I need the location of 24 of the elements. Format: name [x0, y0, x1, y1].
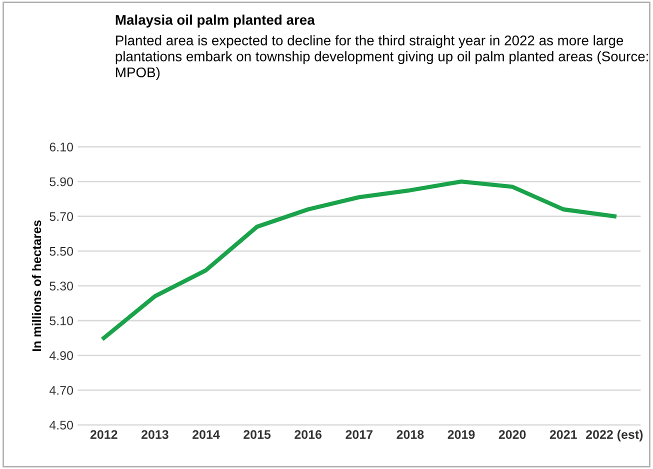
x-tick-label: 2020	[498, 430, 526, 439]
y-axis-title: In millions of hectares	[32, 220, 42, 352]
x-tick-label: 2019	[448, 430, 475, 439]
y-tick-label: 4.70	[49, 386, 74, 395]
y-tick-label: 5.70	[50, 212, 74, 221]
x-tick-label: 2015	[244, 430, 271, 439]
x-tick-label: 2014	[192, 430, 220, 439]
y-tick-label: 4.90	[49, 351, 74, 360]
x-tick-label: 2013	[141, 430, 168, 439]
x-tick-label: 2018	[396, 430, 424, 439]
x-tick-label: 2016	[294, 430, 322, 439]
x-tick-label: 2017	[346, 430, 373, 439]
y-tick-label: 6.10	[50, 142, 74, 152]
y-tick-label: 4.50	[49, 420, 74, 430]
chart-subtitle: Planted area is expected to decline for the third straight year in 2022 as more large plantations embark on township development giving up oil palm planted areas (Source: MPOB)	[116, 35, 648, 80]
y-tick-label: 5.50	[50, 246, 74, 256]
line-series	[102, 179, 616, 340]
x-tick-label: 2022 (est)	[586, 430, 643, 442]
x-tick-label: 2021	[550, 430, 577, 439]
x-tick-label: 2012	[90, 430, 118, 439]
y-tick-label: 5.30	[50, 282, 74, 291]
y-tick-label: 5.10	[50, 316, 74, 326]
chart-title: Malaysia oil palm planted area	[116, 14, 315, 28]
y-tick-label: 5.90	[50, 177, 74, 186]
